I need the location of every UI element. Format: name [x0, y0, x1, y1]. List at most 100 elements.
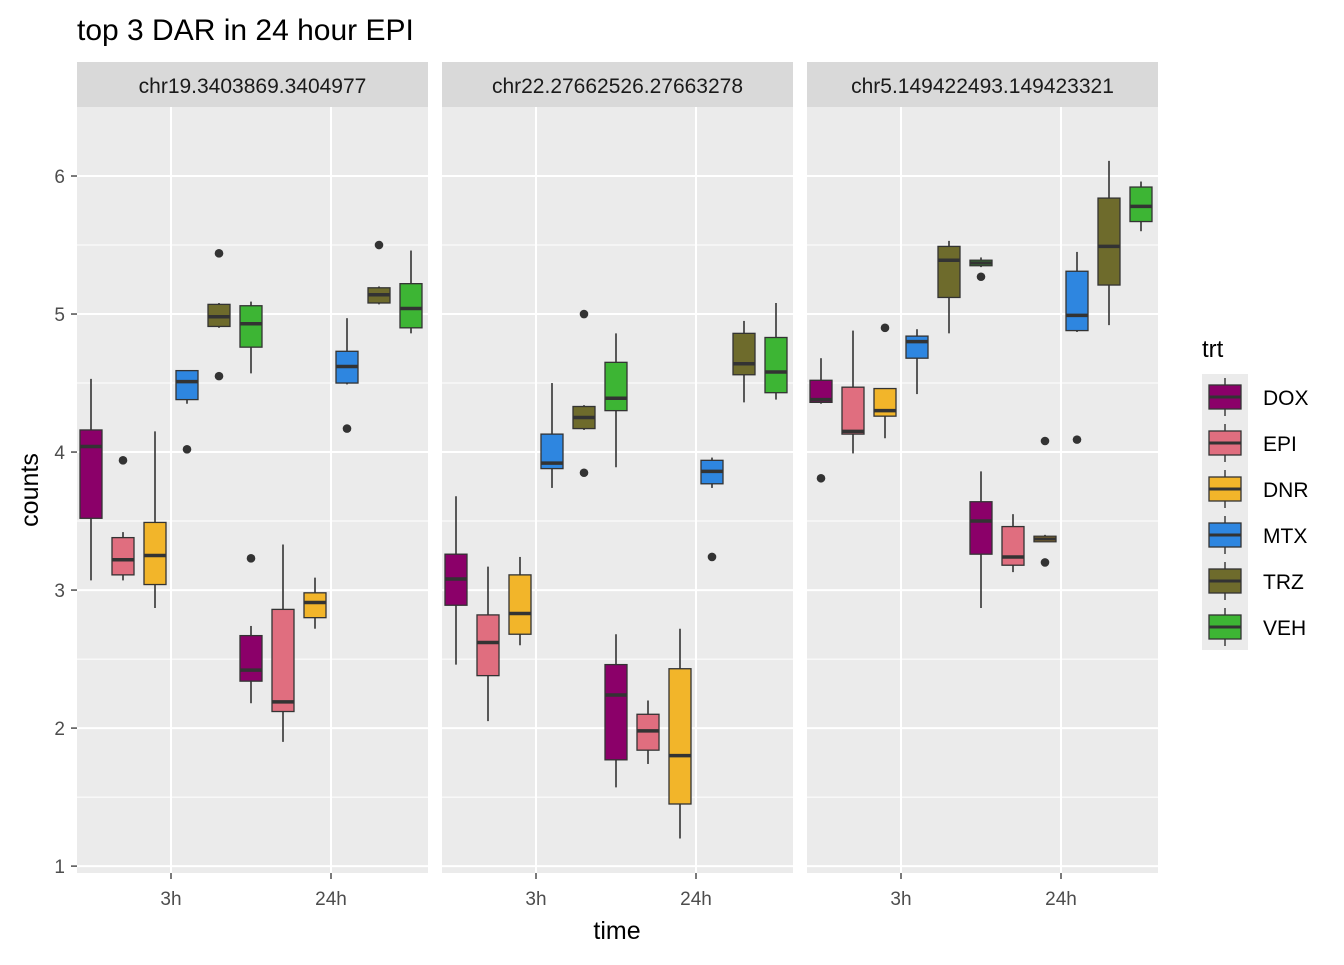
- y-tick-label: 2: [54, 719, 65, 740]
- y-tick-label: 4: [54, 443, 65, 464]
- box-body: [841, 386, 865, 435]
- x-tick-label: 24h: [680, 889, 712, 910]
- y-tick-label: 5: [54, 305, 65, 326]
- box-mtx: [175, 369, 199, 454]
- box-body: [969, 501, 993, 555]
- legend-label: MTX: [1263, 525, 1307, 548]
- x-tick-label: 24h: [315, 889, 347, 910]
- box-mtx: [1065, 251, 1089, 444]
- y-axis: 1 2 3 4 5 6: [54, 167, 77, 878]
- box-veh: [239, 301, 263, 374]
- box-mtx: [700, 457, 724, 562]
- box-body: [476, 614, 500, 677]
- outlier-point: [342, 424, 352, 433]
- box-body: [508, 574, 532, 635]
- box-body: [1129, 186, 1153, 223]
- box-dnr: [508, 556, 532, 646]
- outlier-point: [880, 323, 890, 333]
- facet-strip-label: chr19.3403869.3404977: [139, 75, 367, 98]
- panel-background: [77, 107, 428, 873]
- box-body: [399, 283, 423, 329]
- legend-label: VEH: [1263, 617, 1306, 640]
- box-dox: [969, 471, 993, 609]
- box-trz: [937, 240, 961, 334]
- outlier-point: [182, 444, 192, 454]
- box-mtx: [335, 318, 359, 433]
- box-dnr: [143, 431, 167, 609]
- facet-panel: chr19.3403869.3404977 3h 24h: [77, 62, 428, 910]
- outlier-point: [579, 309, 589, 319]
- x-tick-label: 24h: [1045, 889, 1077, 910]
- box-veh: [1129, 181, 1153, 232]
- box-body: [1001, 525, 1025, 566]
- outlier-point: [816, 473, 826, 483]
- box-dox: [79, 378, 103, 581]
- outlier-point: [976, 272, 986, 282]
- box-veh: [969, 257, 993, 282]
- y-tick-label: 3: [54, 581, 65, 602]
- box-dnr: [1033, 436, 1057, 567]
- outlier-point: [1040, 436, 1050, 446]
- legend-item: EPI: [1202, 420, 1297, 466]
- x-tick-label: 3h: [525, 889, 546, 910]
- box-dox: [809, 358, 833, 483]
- box-body: [239, 305, 263, 348]
- box-body: [271, 608, 295, 713]
- legend-label: EPI: [1263, 433, 1297, 456]
- box-body: [79, 429, 103, 519]
- box-body: [111, 536, 135, 576]
- y-axis-title: counts: [16, 453, 44, 527]
- box-epi: [111, 456, 135, 581]
- box-trz: [207, 248, 231, 381]
- box-body: [668, 668, 692, 805]
- y-tick-label: 1: [54, 857, 65, 878]
- outlier-point: [374, 240, 384, 250]
- legend-label: DOX: [1263, 387, 1309, 410]
- box-veh: [604, 333, 628, 468]
- legend-item: DOX: [1202, 374, 1309, 420]
- facet-strip: [442, 62, 793, 107]
- facet-panel: chr5.149422493.149423321 3h 24h: [807, 62, 1158, 910]
- box-dox: [444, 496, 468, 665]
- box-trz: [572, 309, 596, 478]
- legend-label: DNR: [1263, 479, 1309, 502]
- box-body: [540, 433, 564, 470]
- outlier-point: [246, 554, 256, 563]
- box-dox: [239, 554, 263, 704]
- box-mtx: [905, 329, 929, 395]
- box-body: [764, 336, 788, 394]
- box-epi: [636, 700, 660, 764]
- facet-strip: [807, 62, 1158, 107]
- x-tick-label: 3h: [160, 889, 181, 910]
- box-trz: [1097, 160, 1121, 326]
- box-body: [175, 369, 199, 401]
- box-body: [604, 361, 628, 412]
- chart-title: top 3 DAR in 24 hour EPI: [77, 14, 414, 47]
- legend-item: VEH: [1202, 604, 1306, 650]
- outlier-point: [707, 552, 717, 562]
- box-epi: [476, 566, 500, 722]
- box-body: [303, 592, 327, 619]
- outlier-point: [1072, 435, 1082, 444]
- box-epi: [1001, 514, 1025, 573]
- box-body: [905, 335, 929, 359]
- box-body: [143, 521, 167, 586]
- facet-strip: [77, 62, 428, 107]
- box-trz: [367, 240, 391, 305]
- legend-title: trt: [1202, 336, 1224, 363]
- outlier-point: [579, 468, 589, 478]
- box-body: [809, 379, 833, 404]
- facet-panel: chr22.27662526.27663278 3h 24h: [442, 62, 793, 910]
- outlier-point: [1040, 558, 1050, 567]
- box-body: [732, 332, 756, 376]
- box-body: [604, 663, 628, 761]
- box-body: [1065, 270, 1089, 332]
- box-dnr: [668, 628, 692, 839]
- x-axis-title: time: [593, 917, 640, 945]
- x-tick-label: 3h: [890, 889, 911, 910]
- box-body: [239, 634, 263, 682]
- box-dnr: [873, 323, 897, 439]
- legend-item: DNR: [1202, 466, 1309, 512]
